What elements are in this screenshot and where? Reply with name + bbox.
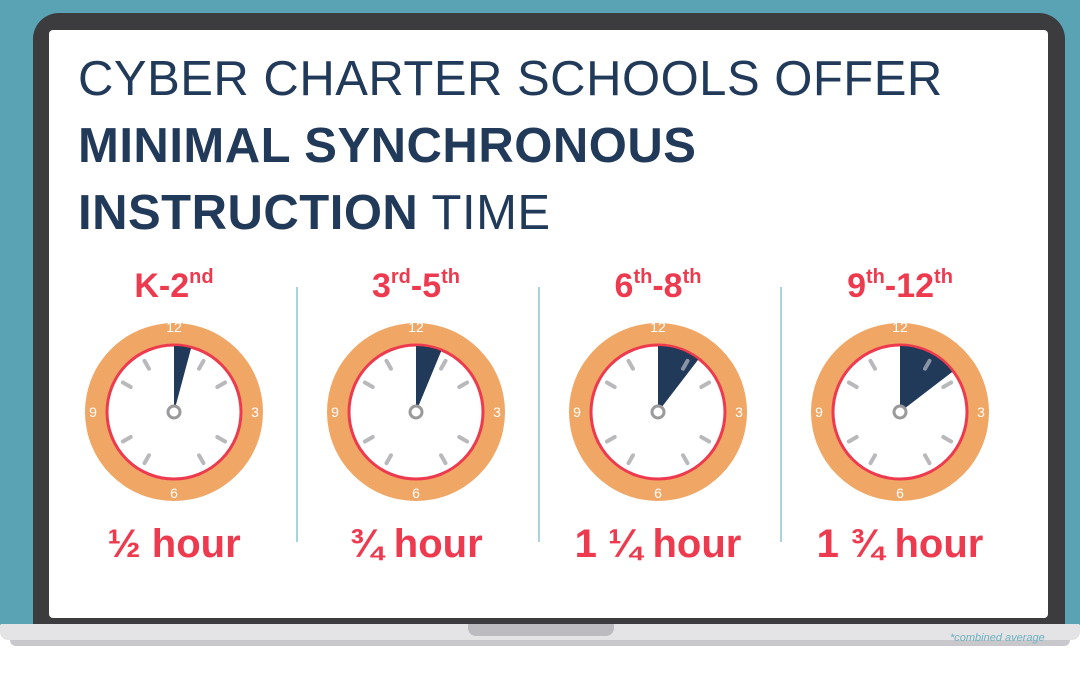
grade-base: 9 <box>847 267 866 305</box>
grade-sup-2: th <box>441 266 461 288</box>
clock-tick <box>941 380 954 389</box>
column-divider <box>780 287 782 542</box>
clock-tick <box>384 358 393 371</box>
time-wedge <box>900 346 953 412</box>
grade-base: 3 <box>371 267 391 305</box>
laptop-base-shadow <box>10 640 1070 646</box>
clock-numeral: 9 <box>573 404 581 420</box>
duration-label: ¾ hour <box>349 522 483 566</box>
title-line-3-bold: INSTRUCTION <box>78 186 419 240</box>
grade-label: 6th-8th <box>538 262 778 310</box>
clock-tick <box>457 435 470 444</box>
clock-center <box>166 404 182 420</box>
grade-label: 9th-12th <box>780 262 1020 310</box>
laptop-screen <box>49 30 1048 618</box>
footnote: *combined average <box>950 632 1045 644</box>
grade-sup-2: th <box>682 266 702 288</box>
clock-tick <box>215 435 228 444</box>
clock-numeral: 3 <box>251 404 259 420</box>
clock-tick <box>142 358 151 371</box>
clock-tick <box>457 380 470 389</box>
clock-numeral: 12 <box>166 322 182 335</box>
column-divider <box>538 287 540 542</box>
clock-tick <box>120 380 133 389</box>
grade-sup-1: th <box>633 266 653 288</box>
clock-icon: 12 3 6 9 <box>327 322 505 501</box>
time-wedge <box>174 346 192 412</box>
clock-tick <box>384 453 393 466</box>
clock-numeral: 3 <box>977 404 985 420</box>
clock-numeral: 12 <box>408 322 424 335</box>
clock-numeral: 3 <box>493 404 501 420</box>
clock-tick <box>120 435 133 444</box>
clock-tick <box>699 380 712 389</box>
clock-tick <box>604 435 617 444</box>
clock-tick <box>626 358 635 371</box>
grade-mid: -5 <box>410 267 442 305</box>
title-line-1: CYBER CHARTER SCHOOLS OFFER <box>78 52 943 106</box>
clock-tick <box>439 358 448 371</box>
grade-sup-2: th <box>934 266 953 288</box>
clock-tick <box>362 380 375 389</box>
clock-tick <box>923 358 932 371</box>
clock-numeral: 6 <box>654 485 662 501</box>
title-line-3: INSTRUCTION TIME <box>78 180 943 247</box>
clock-numeral: 12 <box>892 322 908 335</box>
clock-numeral: 9 <box>331 404 339 420</box>
title-line-2: MINIMAL SYNCHRONOUS <box>78 119 697 173</box>
grade-base: 6 <box>614 267 634 305</box>
clock-numeral: 9 <box>815 404 823 420</box>
clock-tick <box>681 358 690 371</box>
grade-sup-1: rd <box>390 266 411 288</box>
clock-tick <box>604 380 617 389</box>
title-line-3-thin: TIME <box>418 186 551 240</box>
clock-center <box>408 404 424 420</box>
clock-tick <box>846 380 859 389</box>
clock-center <box>650 404 666 420</box>
clock-tick <box>142 453 151 466</box>
clock-center <box>892 404 908 420</box>
grade-label: 3rd-5th <box>296 262 536 310</box>
clock-numeral: 6 <box>412 485 420 501</box>
clock-icon: 12 3 6 9 <box>811 322 989 501</box>
duration-label: 1 ¾ hour <box>816 522 984 566</box>
grade-mid: -8 <box>652 267 683 305</box>
clock-tick <box>868 358 877 371</box>
duration-label: ½ hour <box>107 522 241 566</box>
clock-numeral: 6 <box>170 485 178 501</box>
clock-numeral: 12 <box>650 322 666 335</box>
clock-tick <box>868 453 877 466</box>
grade-column-k-2: K-2nd 12 3 6 9 ½ hour <box>54 262 294 567</box>
clock-numeral: 3 <box>735 404 743 420</box>
clock-tick <box>197 453 206 466</box>
clock-icon: 12 3 6 9 <box>85 322 263 501</box>
clock-tick <box>362 435 375 444</box>
clock-tick <box>923 453 932 466</box>
grade-column-6-8: 6th-8th 12 3 6 9 1 ¼ hour <box>538 262 778 567</box>
grade-column-3-5: 3rd-5th 12 3 6 9 ¾ hour <box>296 262 536 567</box>
column-divider <box>296 287 298 542</box>
laptop-notch <box>468 624 614 636</box>
duration-label: 1 ¼ hour <box>574 522 742 566</box>
clock-icon: 12 3 6 9 <box>569 322 747 501</box>
clock-tick <box>626 453 635 466</box>
clock-tick <box>681 453 690 466</box>
time-wedge <box>416 346 442 412</box>
page-title: CYBER CHARTER SCHOOLS OFFER MINIMAL SYNC… <box>78 46 943 247</box>
clock-tick <box>941 435 954 444</box>
clock-numeral: 9 <box>89 404 97 420</box>
clock-tick <box>846 435 859 444</box>
grade-base: K-2 <box>134 267 190 305</box>
clock-tick <box>439 453 448 466</box>
clock-numeral: 6 <box>896 485 904 501</box>
clock-tick <box>699 435 712 444</box>
grade-label: K-2nd <box>54 262 294 310</box>
grade-sup-1: th <box>866 266 885 288</box>
clock-tick <box>215 380 228 389</box>
grade-column-9-12: 9th-12th 12 3 6 9 1 ¾ hour <box>780 262 1020 567</box>
grade-mid: -12 <box>884 267 935 305</box>
clock-tick <box>197 358 206 371</box>
grade-sup-1: nd <box>189 266 214 288</box>
